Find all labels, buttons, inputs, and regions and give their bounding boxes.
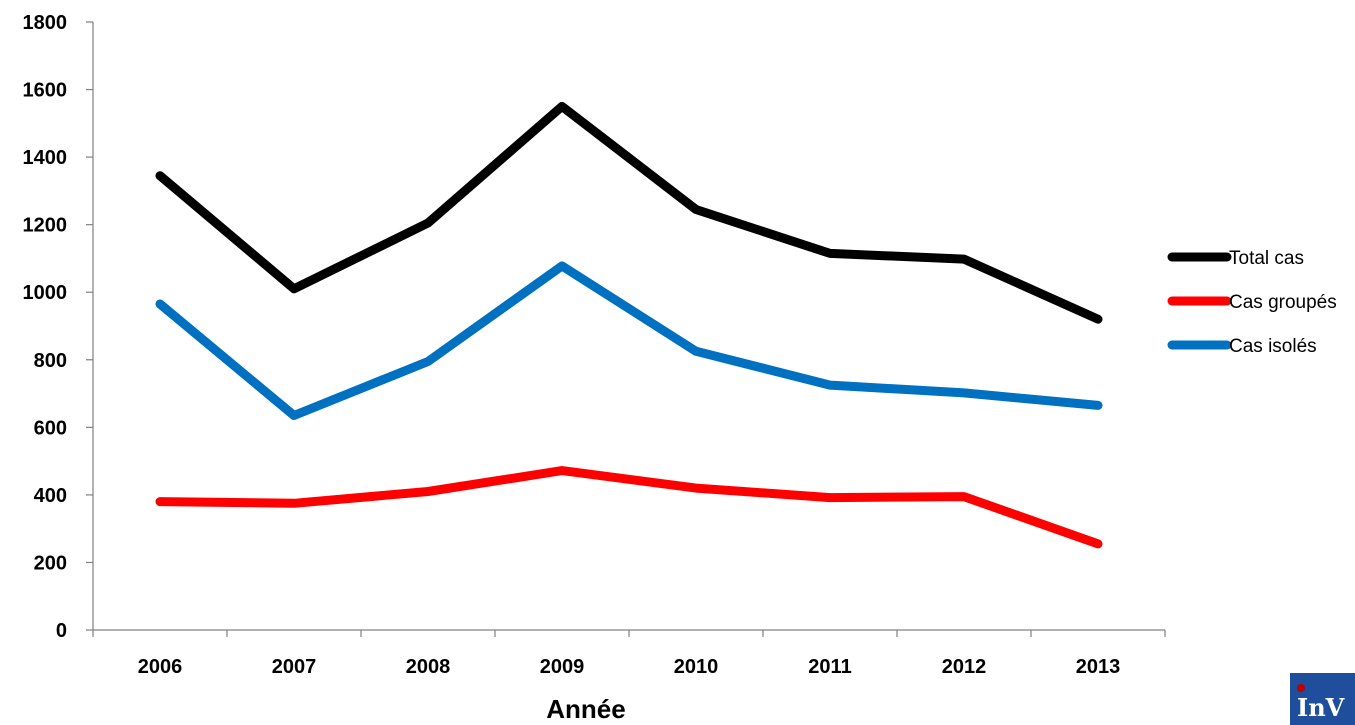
x-tick-label: 2007 bbox=[272, 656, 317, 678]
y-tick-label: 1800 bbox=[23, 12, 68, 34]
invs-logo: InV bbox=[1290, 673, 1355, 725]
x-tick-label: 2006 bbox=[138, 656, 183, 678]
series-line-1 bbox=[155, 466, 1103, 549]
y-tick-label: 600 bbox=[34, 417, 67, 439]
y-tick-label: 1400 bbox=[23, 147, 68, 169]
y-tick-label: 800 bbox=[34, 350, 67, 372]
x-tick-label: 2010 bbox=[674, 656, 719, 678]
series-group bbox=[155, 101, 1103, 549]
legend-label-2: Cas isolés bbox=[1229, 336, 1317, 357]
y-tick-label: 1200 bbox=[23, 215, 68, 237]
y-tick-label: 1000 bbox=[23, 282, 68, 304]
y-tick-label: 0 bbox=[56, 620, 67, 642]
x-tick-label: 2009 bbox=[540, 656, 585, 678]
x-tick-label: 2012 bbox=[942, 656, 987, 678]
logo-text: InV bbox=[1297, 693, 1345, 722]
x-tick-label: 2008 bbox=[406, 656, 451, 678]
legend-label-0: Total cas bbox=[1229, 248, 1304, 269]
logo-dot bbox=[1297, 684, 1305, 692]
x-axis-title: Année bbox=[546, 694, 625, 724]
y-tick-label: 400 bbox=[34, 485, 67, 507]
y-tick-label: 1600 bbox=[23, 80, 68, 102]
y-tick-label: 200 bbox=[34, 552, 67, 574]
axes: 0 200 400 600 800 1000 1200 1400 1600 1800 2006 200… bbox=[23, 12, 1166, 678]
legend-label-1: Cas groupés bbox=[1229, 292, 1337, 313]
logo-background bbox=[1290, 673, 1355, 725]
x-tick-label: 2011 bbox=[808, 656, 851, 678]
series-line-2 bbox=[155, 261, 1103, 420]
legend: Total cas Cas groupés Cas isolés bbox=[1167, 248, 1337, 357]
x-tick-label: 2013 bbox=[1076, 656, 1121, 678]
series-line-0 bbox=[155, 101, 1103, 324]
